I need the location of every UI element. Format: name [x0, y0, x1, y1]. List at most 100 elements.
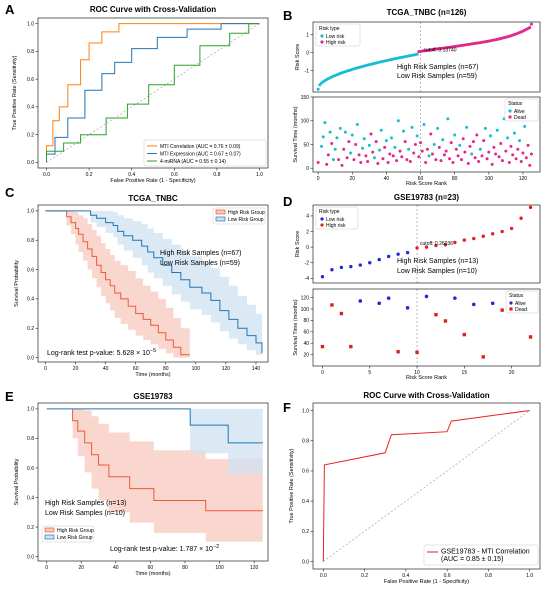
surv-d-point-alive — [453, 296, 457, 300]
surv-b-point — [328, 130, 332, 134]
surv-b-legend-label-1: Dead — [514, 115, 526, 121]
risk-b-ytick-label: 0 — [306, 50, 309, 56]
km-E-xtick-label: 120 — [250, 565, 259, 571]
roc-f-legend-label-0: GSE19783 - MTI Correlation — [441, 549, 530, 556]
roc-a-ytick-label: 0.4 — [27, 105, 34, 111]
km-E-ytick-label: 0.0 — [27, 554, 34, 560]
risk-d-point — [443, 243, 448, 247]
surv-b-point — [364, 154, 368, 158]
surv-b-ytick-label: 150 — [301, 95, 310, 101]
surv-b-point — [396, 119, 400, 123]
surv-b-point — [350, 133, 354, 137]
surv-b-point — [444, 149, 448, 153]
risk-d-point — [481, 234, 485, 238]
surv-b-point — [519, 160, 523, 164]
surv-d-point-dead — [396, 350, 400, 354]
surv-b-point — [374, 140, 378, 144]
surv-b-point — [391, 154, 395, 158]
roc-a-xlabel: False Positive Rate (1 - Specificity) — [110, 178, 195, 184]
roc-a-ytick-label: 1.0 — [27, 21, 34, 27]
km-C-ytick-label: 0.6 — [27, 267, 34, 273]
km-E-legend — [41, 525, 95, 543]
roc-a-xtick-label: 0.8 — [213, 172, 220, 178]
km-C-ytick-label: 0.2 — [27, 326, 34, 332]
risk-b-frame — [312, 21, 541, 93]
risk-d-ytick-label: 2 — [306, 229, 309, 235]
risk-d-point — [491, 232, 495, 236]
risk-d-ytick-label: 4 — [306, 214, 309, 220]
km-C-xtick-label: 80 — [163, 366, 169, 372]
risk-d-point — [377, 257, 381, 262]
risk-d-point — [358, 263, 362, 267]
surv-b-legend-marker-0 — [508, 109, 512, 113]
surv-b-point — [367, 143, 371, 147]
km-C-title: TCGA_TNBC — [128, 194, 178, 203]
surv-d-ytick-label: 80 — [303, 318, 309, 324]
surv-b-point — [471, 140, 475, 144]
surv-b-point — [381, 157, 385, 161]
surv-d-point-dead — [415, 350, 419, 355]
km-E-title: GSE19783 — [133, 392, 173, 401]
surv-b-legend-marker-1 — [508, 115, 512, 119]
surv-b-point — [407, 147, 411, 151]
km-C-ytick-label: 0.4 — [27, 297, 34, 303]
surv-b-xtick-label: 80 — [452, 176, 458, 182]
surv-d-legend — [505, 290, 539, 314]
surv-b-point — [400, 155, 404, 159]
km-C-legend-swatch-0 — [215, 209, 226, 215]
km-C-ci-band-0 — [45, 210, 190, 358]
surv-d-point-dead — [339, 311, 344, 316]
roc-a-ytick-label: 0.0 — [27, 160, 34, 166]
surv-b-point — [326, 153, 330, 157]
km-C-legend — [212, 207, 266, 225]
risk-b-point — [316, 87, 320, 91]
surv-b-point — [465, 125, 469, 129]
surv-b-xtick-label: 100 — [485, 176, 494, 182]
km-C-xtick-label: 0 — [44, 366, 47, 372]
surv-d-xtick-label: 20 — [509, 370, 515, 376]
surv-b-xlabel: Risk Score Rank — [406, 181, 447, 187]
surv-d-legend-marker-0 — [509, 301, 513, 305]
km-C-legend-swatch-1 — [215, 216, 226, 222]
surv-b-point — [483, 126, 487, 130]
roc-a-ytick-label: 0.2 — [27, 132, 34, 138]
surv-b-point — [369, 132, 373, 136]
km-E-xtick-label: 40 — [113, 565, 119, 571]
surv-d-xtick-label: 10 — [414, 370, 420, 376]
surv-b-point — [497, 155, 501, 159]
roc-a-ytick-label: 0.6 — [27, 77, 34, 83]
risk-d-point — [386, 254, 391, 259]
km-C-low-count: Low Risk Samples (n=59) — [160, 260, 240, 267]
km-E-xtick-label: 20 — [78, 565, 84, 571]
roc-f-xtick-label: 1.0 — [526, 573, 533, 579]
km-E-high-count: High Risk Samples (n=13) — [45, 500, 127, 507]
surv-d-xtick-label: 5 — [368, 370, 371, 376]
roc-f-ytick-label: 0.8 — [302, 439, 309, 445]
roc-a-legend-label-1: MTI Expression (AUC = 0.67 ± 0.07) — [160, 151, 241, 157]
surv-d-ytick-label: 60 — [303, 330, 309, 336]
risk-b-low-count: Low Risk Samples (n=59) — [397, 73, 477, 80]
roc-f-xtick-label: 0.8 — [485, 573, 492, 579]
surv-d-xtick-label: 0 — [321, 370, 324, 376]
surv-b-point — [442, 153, 446, 157]
surv-b-point — [320, 144, 324, 148]
roc-f-xtick-label: 0.6 — [444, 573, 451, 579]
surv-d-ytick-label: 40 — [303, 341, 309, 347]
roc-f-xtick-label: 0.4 — [402, 573, 409, 579]
surv-b-point — [461, 137, 465, 141]
surv-b-point — [480, 154, 484, 158]
surv-b-point — [451, 161, 455, 165]
surv-b-point — [473, 156, 477, 160]
surv-d-point-dead — [481, 355, 485, 359]
surv-b-point — [330, 142, 334, 146]
risk-b-legend-marker-1 — [320, 40, 324, 44]
surv-b-point — [470, 152, 474, 156]
risk-d-low-count: Low Risk Samples (n=10) — [397, 268, 477, 275]
panel-letter-A: A — [5, 2, 15, 17]
km-C-xtick-label: 60 — [133, 366, 139, 372]
surv-b-point — [454, 147, 458, 151]
risk-d-point — [500, 229, 504, 234]
roc-f-curve-0 — [322, 410, 530, 562]
surv-b-point — [342, 147, 346, 151]
km-E-ytick-label: 0.4 — [27, 495, 34, 501]
